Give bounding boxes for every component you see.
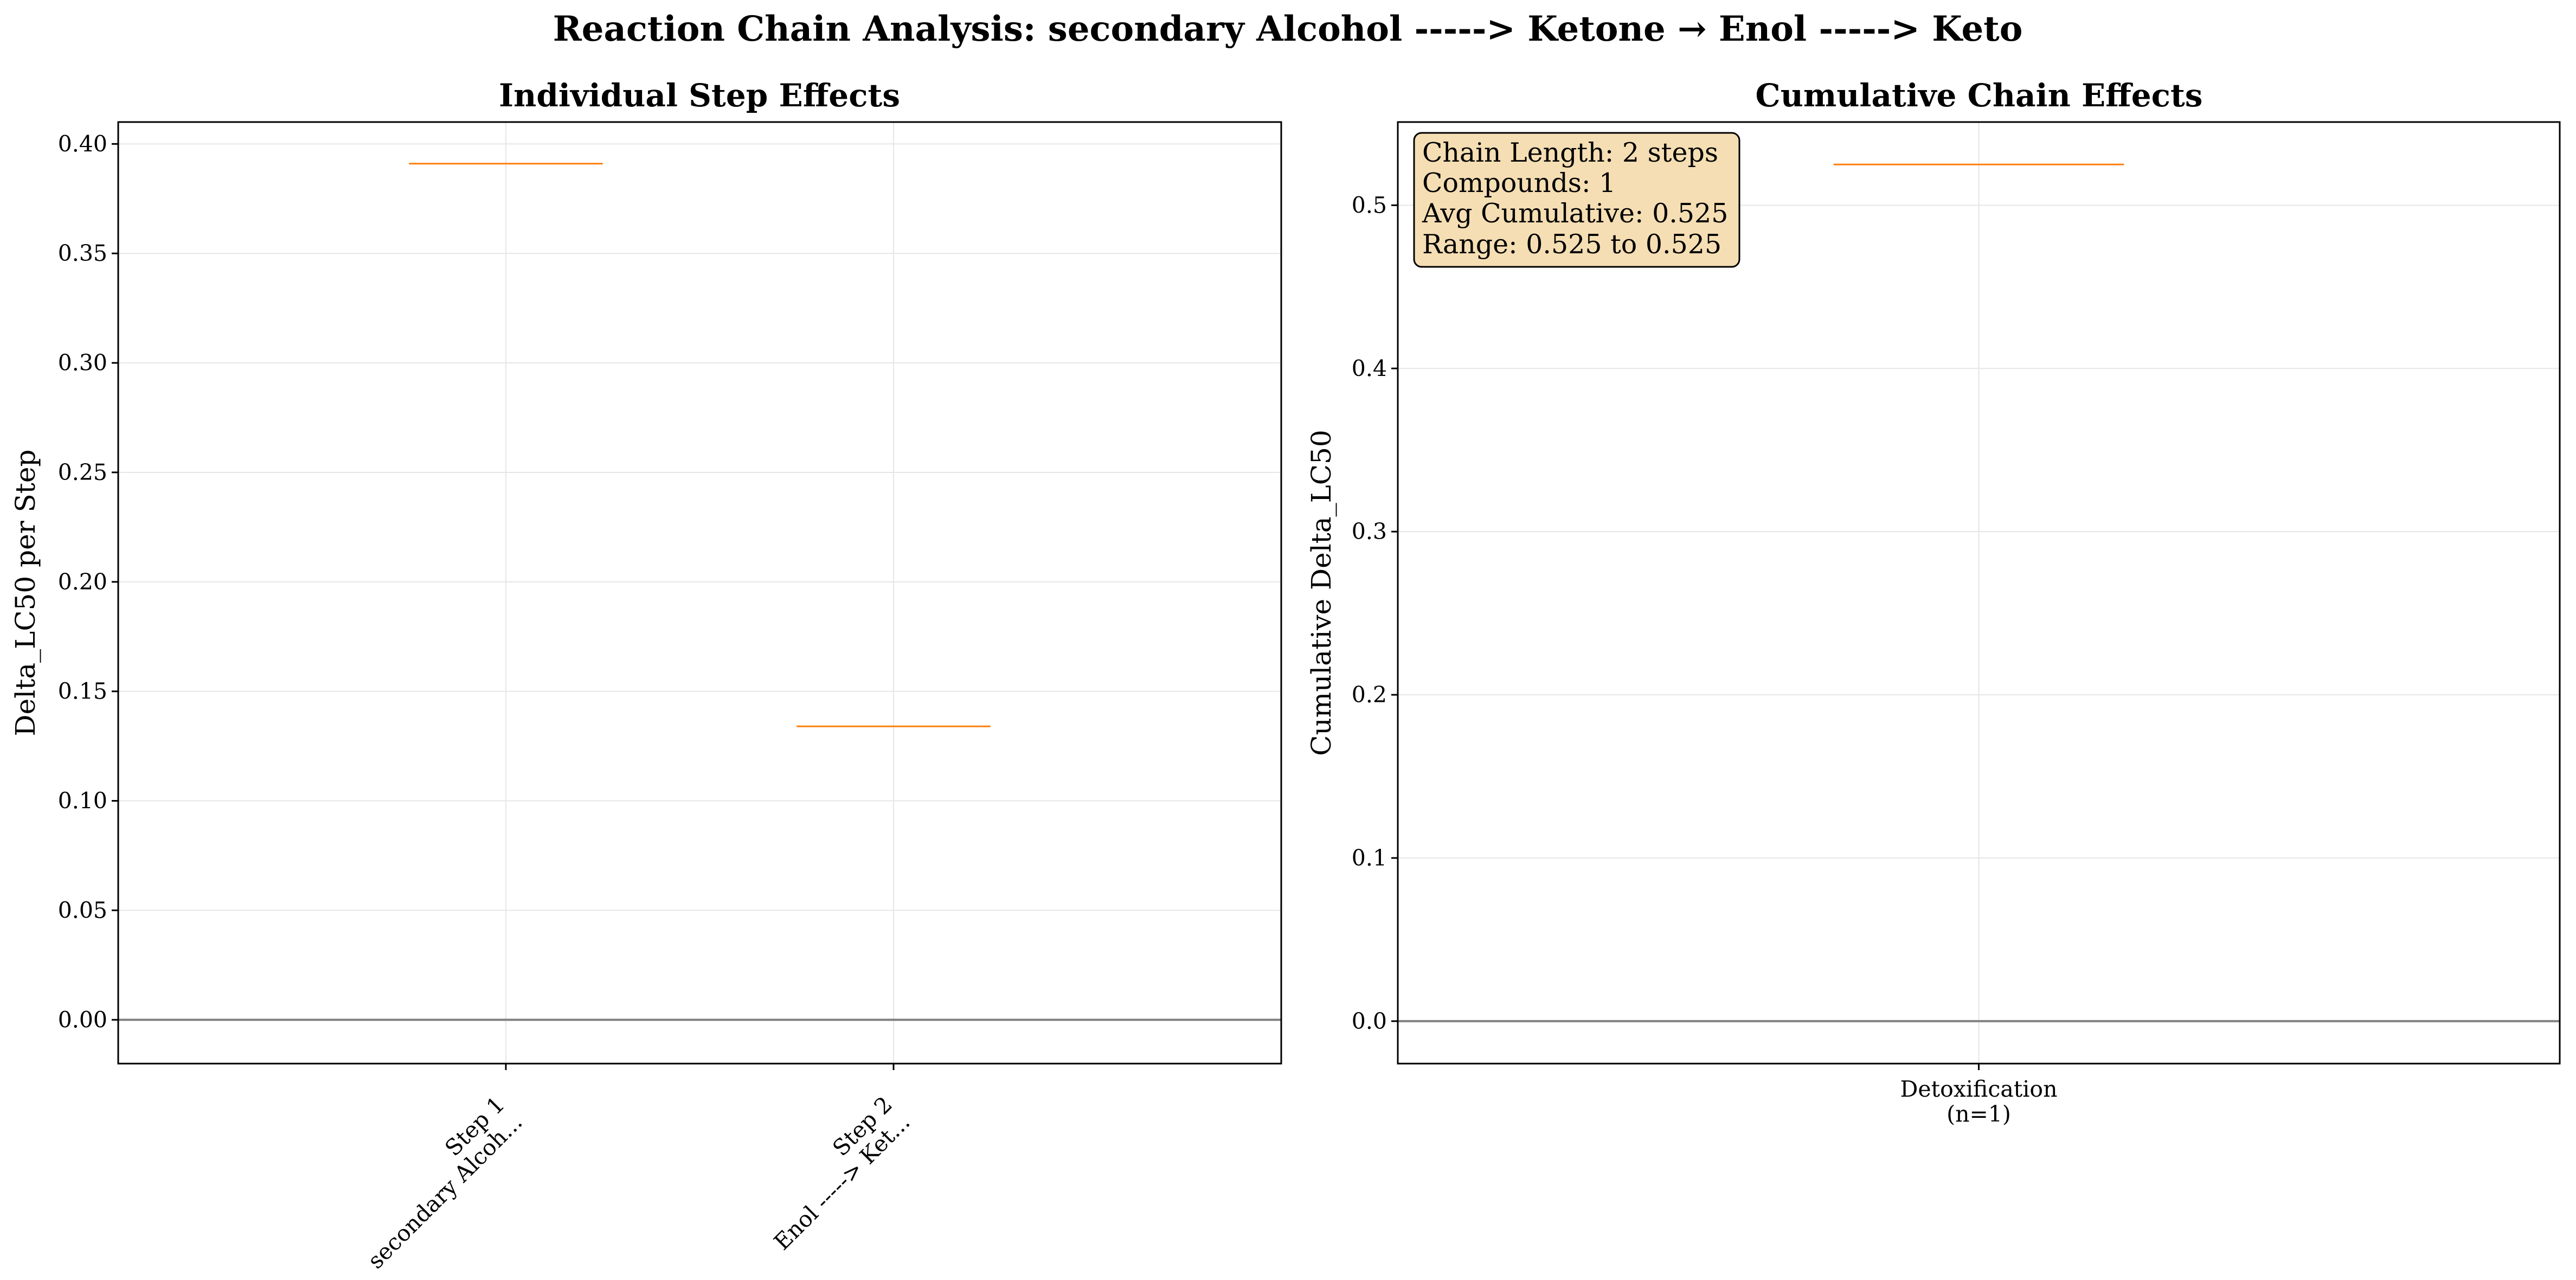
step-effects-y-label: Delta_LC50 per Step — [10, 450, 41, 737]
y-tick-label: 0.30 — [58, 350, 107, 376]
y-tick-label: 0.0 — [1352, 1008, 1387, 1034]
stats-avg-cumulative: Avg Cumulative: 0.525 — [1422, 198, 1728, 229]
step-effects-plot-frame — [117, 121, 1282, 1065]
y-tick-label: 0.1 — [1352, 845, 1387, 871]
step-effects-medians — [409, 163, 991, 727]
stats-chain-length: Chain Length: 2 steps — [1422, 137, 1718, 168]
y-tick-label: 0.3 — [1352, 519, 1387, 545]
cumulative-effects-y-label: Cumulative Delta_LC50 — [1306, 430, 1337, 756]
y-tick-label: 0.2 — [1352, 682, 1387, 708]
stats-box: Chain Length: 2 steps Compounds: 1 Avg C… — [1413, 132, 1740, 268]
stats-compounds: Compounds: 1 — [1422, 168, 1616, 199]
cumulative-effects-x-ticks: Detoxification(n=1) — [1900, 1064, 2058, 1127]
x-tick-label-line2: secondary Alcoh... — [363, 1109, 528, 1274]
stats-box-background — [1413, 132, 1740, 268]
cumulative-effects-title: Cumulative Chain Effects — [1756, 77, 2203, 114]
y-tick-label: 0.05 — [58, 897, 107, 923]
step-effects-panel: Individual Step Effects 0.00 0.05 0.10 0.15… — [10, 77, 1282, 1274]
y-tick-label: 0.20 — [58, 569, 107, 595]
y-tick-label: 0.35 — [58, 240, 107, 266]
y-tick-label: 0.40 — [58, 131, 107, 157]
cumulative-effects-panel: Cumulative Chain Effects 0.0 0.1 0.2 0.3 0.4… — [1306, 77, 2561, 1127]
stats-range: Range: 0.525 to 0.525 — [1422, 229, 1721, 260]
x-tick-label-line1: Detoxification — [1900, 1076, 2058, 1102]
step-effects-grid — [118, 122, 1281, 1064]
y-tick-label: 0.15 — [58, 679, 107, 705]
y-tick-label: 0.4 — [1352, 355, 1387, 381]
step-effects-title: Individual Step Effects — [499, 77, 900, 114]
x-tick-label-line2: (n=1) — [1947, 1101, 2011, 1127]
y-tick-label: 0.00 — [58, 1007, 107, 1033]
y-tick-label: 0.10 — [58, 788, 107, 814]
step-effects-y-ticks: 0.00 0.05 0.10 0.15 0.20 0.25 0.30 0.35 0.40 — [58, 131, 118, 1033]
cumulative-effects-y-ticks: 0.0 0.1 0.2 0.3 0.4 0.5 — [1352, 192, 1398, 1034]
figure-title: Reaction Chain Analysis: secondary Alcoh… — [553, 9, 2023, 49]
y-tick-label: 0.5 — [1352, 192, 1387, 218]
y-tick-label: 0.25 — [58, 459, 107, 485]
